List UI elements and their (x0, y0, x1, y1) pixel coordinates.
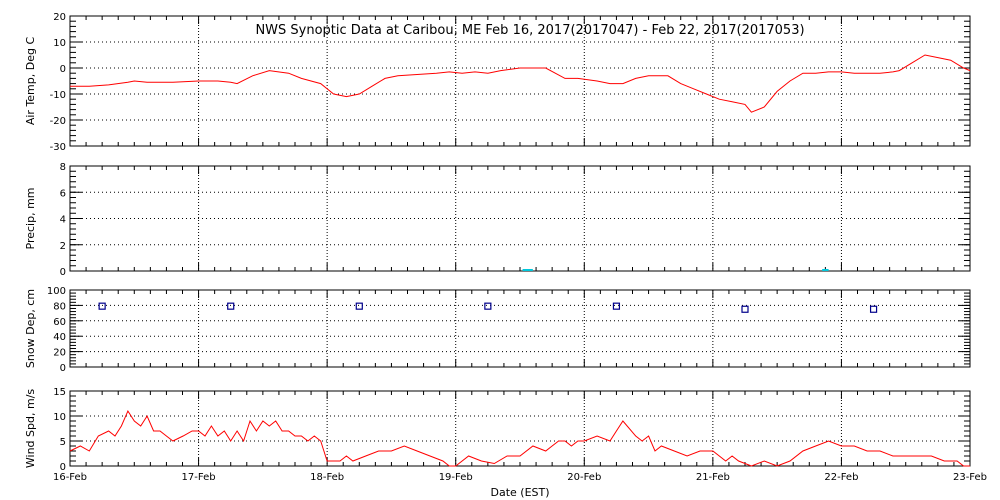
y-tick-label: 60 (53, 317, 66, 328)
y-tick-label: 20 (53, 348, 66, 359)
y-tick-label: 8 (60, 162, 66, 173)
panel-3: 100 80 60 40 20 0 Snow Dep, cm (24, 286, 971, 374)
x-tick-label: 22-Feb (824, 472, 858, 483)
series-line (69, 409, 970, 467)
y-tick-label: 5 (60, 437, 66, 448)
snow-depth-point (227, 302, 235, 310)
plot-frame (69, 390, 971, 467)
y-axis-title: Air Temp, Deg C (24, 37, 37, 126)
y-tick-label: 80 (53, 301, 66, 312)
x-tick-label: 23-Feb (953, 472, 987, 483)
x-tick-label: 21-Feb (696, 472, 730, 483)
snow-depth-point (98, 302, 106, 310)
plot-frame (69, 289, 971, 368)
y-tick-label: 2 (60, 241, 66, 252)
y-tick-label: 10 (53, 38, 66, 49)
y-tick-label: 10 (53, 412, 66, 423)
x-axis-title: Date (EST) (490, 486, 549, 499)
y-tick-label: 0 (60, 267, 66, 278)
snow-depth-point (869, 305, 878, 313)
y-tick-label: 0 (60, 64, 66, 75)
y-tick-label: 15 (53, 387, 66, 398)
y-tick-label: 100 (47, 286, 66, 297)
snow-depth-point (741, 305, 749, 313)
y-tick-label: 0 (60, 363, 66, 374)
series-line (70, 54, 971, 113)
snow-depth-point (612, 302, 621, 310)
precip-bar (822, 269, 829, 271)
x-tick-label: 17-Feb (182, 472, 216, 483)
y-axis-title: Precip, mm (24, 188, 37, 250)
y-axis-title: Wind Spd, m/s (24, 389, 37, 469)
y-tick-label: 4 (60, 215, 66, 226)
x-tick-label: 19-Feb (439, 472, 473, 483)
x-tick-label: 20-Feb (567, 472, 601, 483)
panel-2: 8 6 4 2 0 Precip, mm (24, 162, 971, 278)
x-tick-label: 18-Feb (310, 472, 344, 483)
precip-bar (522, 269, 533, 271)
y-tick-label: 0 (60, 462, 66, 473)
snow-depth-point (355, 302, 363, 310)
chart-title: NWS Synoptic Data at Caribou, ME Feb 16,… (255, 23, 804, 38)
y-tick-label: -10 (50, 90, 66, 101)
snow-depth-point (484, 302, 492, 310)
panel-4: 15 10 5 0 Wind Spd, m/s (24, 387, 971, 473)
y-tick-label: 40 (53, 332, 66, 343)
y-tick-label: -20 (50, 116, 66, 127)
x-tick-label: 16-Feb (53, 472, 87, 483)
y-tick-label: 20 (53, 12, 66, 23)
panel-1: 20 10 0 -10 -20 -30 Air Temp, Deg C (24, 12, 971, 153)
y-axis-title: Snow Dep, cm (24, 289, 37, 368)
y-tick-label: -30 (50, 142, 66, 153)
y-tick-label: 6 (60, 188, 66, 199)
